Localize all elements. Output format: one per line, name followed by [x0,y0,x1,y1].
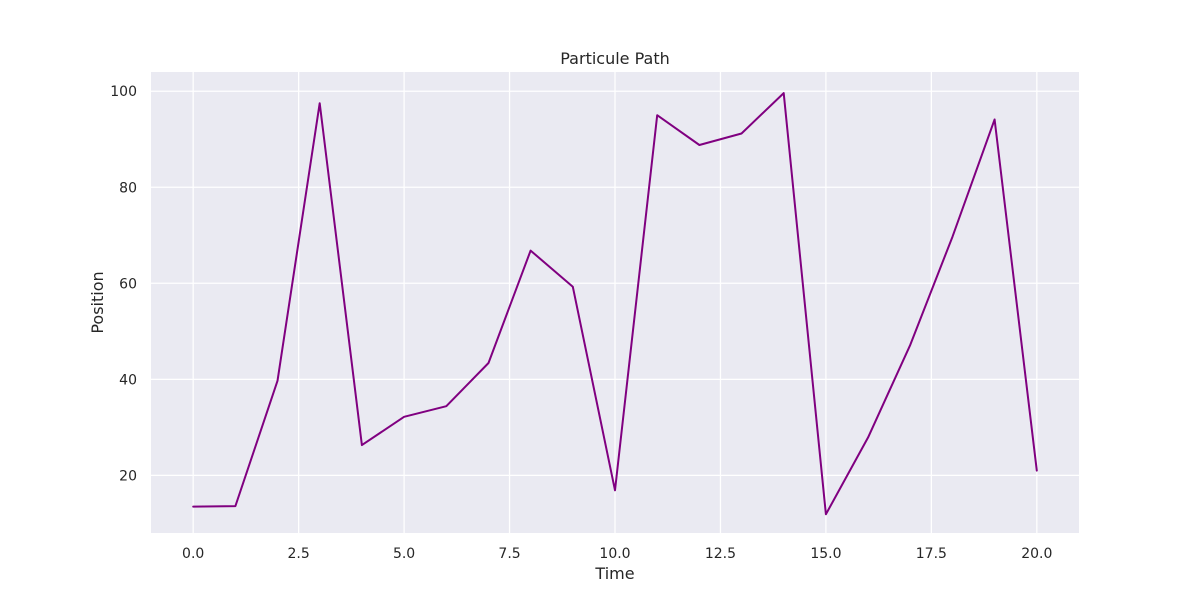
y-tick-label: 20 [119,468,137,484]
x-tick-label: 7.5 [498,546,520,562]
y-axis-ticks: 20 40 60 80 100 [110,84,137,484]
series-line [192,92,1038,516]
x-tick-label: 5.0 [393,546,415,562]
x-tick-label: 17.5 [916,546,947,562]
x-tick-label: 2.5 [288,546,310,562]
x-tick-label: 12.5 [705,546,736,562]
grid-lines [151,72,1079,533]
series-layer [192,92,1038,516]
y-tick-label: 40 [119,372,137,388]
x-axis-title: Time [594,564,634,583]
x-axis-ticks: 0.0 2.5 5.0 7.5 10.0 12.5 15.0 17.5 20.0 [182,546,1052,562]
x-tick-label: 20.0 [1021,546,1052,562]
y-axis-title: Position [88,271,107,333]
x-tick-label: 0.0 [182,546,204,562]
y-tick-label: 80 [119,180,137,196]
y-tick-label: 60 [119,276,137,292]
x-tick-label: 15.0 [810,546,841,562]
chart-title: Particule Path [560,49,670,68]
y-tick-label: 100 [110,84,137,100]
x-tick-label: 10.0 [599,546,630,562]
